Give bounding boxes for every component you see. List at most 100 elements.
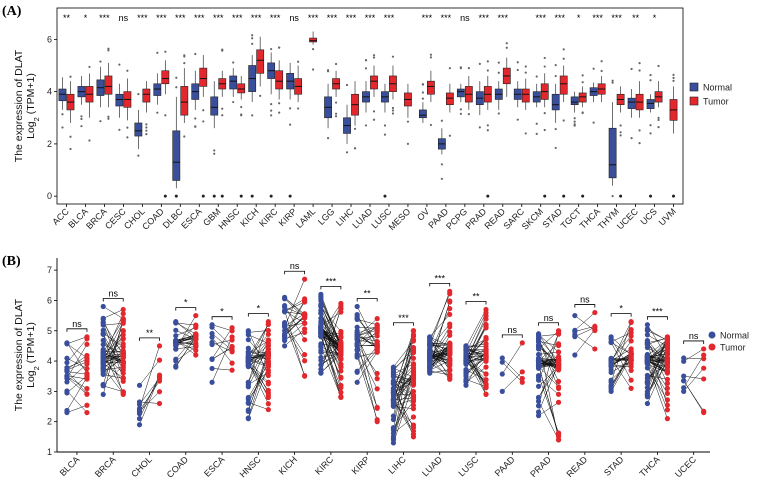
point-normal [245, 356, 251, 362]
outlier-tumor [163, 194, 167, 198]
point-tumor [265, 406, 271, 413]
point-tumor [555, 384, 562, 390]
point-tumor [664, 380, 670, 386]
point-tumor [483, 364, 489, 370]
outlier-tumor [221, 114, 224, 117]
legend: Normal Tumor [689, 83, 732, 107]
pair-line [465, 354, 487, 364]
pair-line [357, 319, 378, 325]
pair-line [611, 332, 632, 343]
box-tumor [199, 67, 208, 87]
outlier-normal [175, 86, 178, 89]
point-tumor [519, 379, 525, 385]
outlier-normal [80, 125, 83, 128]
point-normal [644, 380, 650, 387]
point-normal [318, 341, 324, 347]
point-normal [535, 409, 542, 415]
outlier-normal [251, 34, 254, 37]
point-tumor [483, 336, 489, 342]
pair-line [574, 329, 596, 356]
outlier-normal [592, 67, 595, 70]
pair-line [356, 349, 378, 389]
outlier-tumor [619, 131, 622, 134]
pair-line [647, 363, 668, 419]
significance-bracket [538, 322, 559, 326]
point-normal [318, 366, 324, 372]
pair-line [66, 375, 87, 380]
point-tumor [447, 349, 453, 355]
point-tumor [628, 358, 634, 364]
x-tick-label: HNSC [238, 454, 263, 479]
pair-line [357, 326, 378, 329]
point-tumor [664, 350, 670, 357]
pair-line [429, 300, 450, 368]
pair-line [465, 349, 487, 353]
pair-line [103, 323, 124, 326]
legend-normal-label: Normal [703, 83, 732, 93]
point-tumor [229, 343, 235, 350]
outlier-tumor [334, 62, 338, 66]
outlier-tumor [278, 102, 281, 105]
outlier-tumor [183, 135, 186, 138]
pair-line [393, 377, 414, 403]
outlier-normal [212, 194, 216, 198]
pair-line [393, 383, 414, 437]
point-normal [282, 323, 288, 329]
outlier-normal [649, 73, 652, 77]
point-tumor [265, 359, 271, 365]
outlier-normal [137, 93, 140, 96]
pair-line [429, 342, 450, 346]
x-tick-label: COAD [165, 454, 191, 480]
point-tumor [483, 391, 489, 397]
significance-bracket [574, 304, 596, 308]
point-normal [64, 374, 70, 380]
box-normal [419, 109, 427, 119]
outlier-tumor [581, 111, 584, 114]
outlier-tumor [448, 67, 451, 70]
point-tumor [410, 355, 417, 361]
x-tick-label: SKCM [520, 206, 545, 231]
pair-line [320, 298, 342, 344]
outlier-normal [421, 91, 425, 94]
pair-line [611, 363, 632, 367]
point-tumor [410, 375, 417, 381]
pair-line [465, 349, 487, 356]
pair-line [66, 361, 88, 371]
point-normal [209, 330, 215, 337]
significance-label: * [577, 13, 581, 23]
point-tumor [265, 369, 271, 375]
point-tumor [483, 349, 489, 355]
pair-line [647, 357, 668, 359]
pair-line [357, 327, 378, 336]
point-normal [354, 342, 360, 349]
box-tumor [445, 92, 454, 105]
point-normal [282, 309, 288, 315]
significance-bracket [175, 307, 197, 311]
x-tick-label: KICH [238, 206, 260, 228]
box-normal [646, 99, 655, 109]
outlier-normal [554, 74, 557, 78]
pair-line [103, 374, 124, 379]
point-tumor [374, 322, 380, 328]
outlier-normal [573, 123, 576, 126]
point-normal [427, 342, 433, 348]
outlier-tumor [297, 107, 300, 110]
pair-line [102, 322, 124, 379]
outlier-normal [383, 124, 387, 127]
outlier-tumor [126, 69, 129, 72]
point-normal [173, 339, 179, 345]
y-axis-label-line1: The expression of DLAT [13, 49, 25, 162]
outlier-tumor [202, 120, 205, 123]
point-normal [681, 373, 687, 379]
pair-line [393, 367, 414, 437]
point-tumor [519, 340, 525, 346]
point-tumor [265, 392, 271, 399]
pair-line [610, 342, 632, 381]
pair-line [538, 363, 559, 369]
outlier-tumor [221, 49, 224, 52]
outlier-tumor [672, 194, 676, 198]
point-tumor [84, 336, 90, 342]
pair-line [429, 345, 450, 379]
outlier-tumor [467, 113, 470, 116]
point-normal [209, 334, 215, 340]
